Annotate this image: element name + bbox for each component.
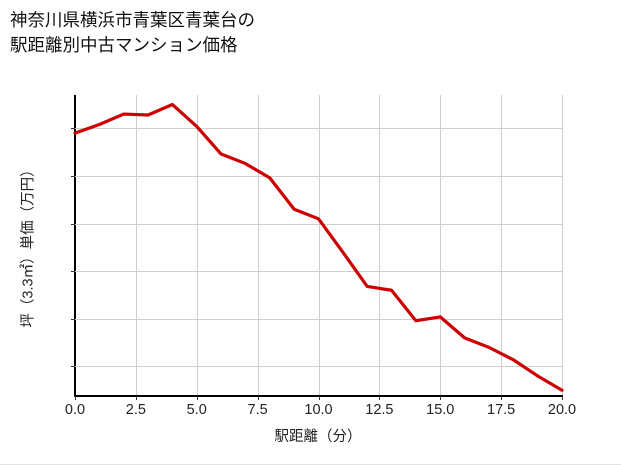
x-tick-mark (318, 396, 320, 400)
gridline-x-10.0 (318, 95, 320, 395)
x-tick-mark (562, 396, 563, 400)
y-tick-mark (71, 271, 75, 273)
gridline-x-12.5 (379, 95, 381, 395)
gridline-x-5.0 (196, 95, 198, 395)
y-axis-label: 坪（3.3㎡）単価（万円） (20, 162, 37, 328)
gridline-x-15.0 (440, 95, 442, 395)
chart-title: 神奈川県横浜市青葉区青葉台の 駅距離別中古マンション価格 (10, 10, 255, 55)
x-tick-mark (440, 396, 442, 400)
x-tick-label-2.5: 2.5 (125, 402, 146, 418)
x-tick-label-7.5: 7.5 (247, 402, 268, 418)
x-tick-mark (379, 396, 381, 400)
x-tick-label-15.0: 15.0 (426, 402, 455, 418)
y-tick-mark (71, 366, 75, 368)
x-tick-mark (196, 396, 198, 400)
x-tick-label-12.5: 12.5 (365, 402, 394, 418)
x-tick-label-20.0: 20.0 (547, 402, 577, 418)
gridline-x-7.5 (257, 95, 259, 395)
x-tick-mark (257, 396, 259, 400)
x-tick-label-0.0: 0.0 (64, 402, 86, 418)
price-line-series (73, 102, 564, 392)
plot-area: 9095100105110115 0.02.55.07.510.012.515.… (21, 95, 576, 445)
x-axis-label: 駅距離（分） (274, 429, 362, 445)
x-tick-label-17.5: 17.5 (487, 402, 516, 418)
y-tick-mark (71, 223, 75, 225)
gridline-x-17.5 (501, 95, 503, 395)
y-tick-mark (71, 175, 75, 177)
y-tick-mark (71, 318, 75, 320)
y-axis-spine (74, 95, 76, 396)
y-tick-mark (71, 128, 75, 130)
x-tick-label-5.0: 5.0 (186, 402, 207, 418)
price-line-path (73, 102, 564, 392)
gridline-x-20.0 (562, 95, 563, 395)
gridline-x-2.5 (135, 95, 137, 395)
x-tick-mark (75, 396, 76, 400)
x-tick-mark (135, 396, 137, 400)
x-tick-label-10.0: 10.0 (304, 402, 333, 418)
x-tick-mark (501, 396, 503, 400)
